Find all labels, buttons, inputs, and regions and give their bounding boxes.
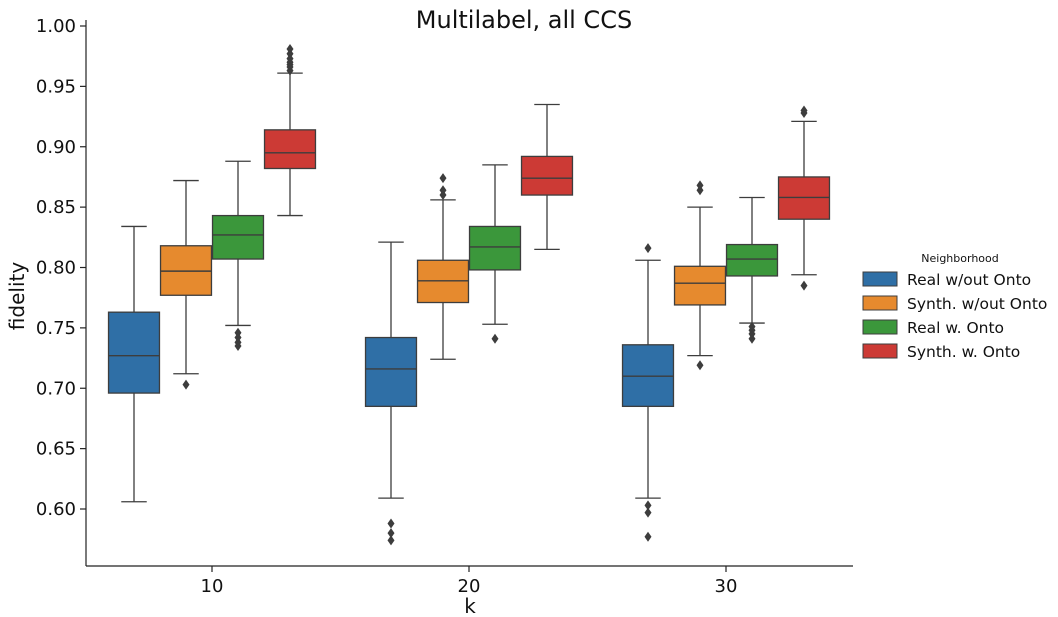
legend-swatch (862, 319, 898, 335)
legend-label: Synth. w/out Onto (907, 295, 1047, 313)
legend-title: Neighborhood (921, 252, 998, 265)
box-body (364, 336, 418, 408)
box-0-3 (263, 43, 317, 217)
outlier-point (800, 280, 808, 291)
y-tick-label: 0.75 (36, 318, 76, 339)
y-tick-label: 0.85 (36, 197, 76, 218)
y-tick-label: 1.00 (36, 16, 76, 37)
outlier-point (439, 173, 447, 184)
box-body (107, 311, 161, 394)
outlier-point (800, 105, 808, 116)
box-1-0 (364, 241, 418, 546)
outlier-point (491, 333, 499, 344)
axes: 0.60 0.65 0.70 0.75 0.80 0.85 0.90 0.95 1.00 10 20… (36, 16, 853, 597)
legend-swatch (862, 343, 898, 359)
outlier-point (387, 528, 395, 539)
legend-label: Real w/out Onto (907, 271, 1031, 289)
box-1-3 (520, 103, 574, 251)
outlier-point (696, 360, 704, 371)
legend-swatch (862, 295, 898, 311)
box-2-3 (777, 105, 831, 291)
outlier-point (387, 535, 395, 546)
outlier-point (644, 531, 652, 542)
outlier-point (748, 321, 756, 332)
box-0-1 (159, 179, 213, 390)
outlier-point (644, 243, 652, 254)
outlier-point (696, 180, 704, 191)
box-body (211, 214, 265, 260)
box-body (468, 225, 522, 271)
box-1-2 (468, 164, 522, 344)
box-body (263, 129, 317, 170)
box-body (673, 265, 727, 306)
y-tick-label: 0.95 (36, 76, 76, 97)
outlier-point (286, 43, 294, 54)
box-2-1 (673, 180, 727, 371)
chart-title: Multilabel, all CCS (416, 6, 632, 34)
y-tick-label: 0.70 (36, 378, 76, 399)
y-tick-label: 0.90 (36, 137, 76, 158)
legend-label: Real w. Onto (907, 319, 1004, 337)
y-axis-label: fidelity (5, 262, 29, 331)
y-tick-label: 0.65 (36, 439, 76, 460)
outlier-point (644, 507, 652, 518)
boxes (107, 43, 831, 546)
legend-label: Synth. w. Onto (907, 343, 1020, 361)
x-tick-label: 20 (458, 576, 481, 597)
outlier-point (644, 500, 652, 511)
box-body (725, 243, 779, 277)
legend-swatch (862, 271, 898, 287)
box-1-1 (416, 173, 470, 360)
box-0-2 (211, 160, 265, 351)
box-2-0 (621, 243, 675, 542)
outlier-point (387, 518, 395, 529)
outlier-point (182, 379, 190, 390)
outlier-point (439, 185, 447, 196)
box-2-2 (725, 196, 779, 344)
y-tick-label: 0.60 (36, 499, 76, 520)
x-tick-label: 10 (201, 576, 224, 597)
box-0-0 (107, 225, 161, 503)
y-tick-label: 0.80 (36, 258, 76, 279)
outlier-point (234, 327, 242, 338)
legend: Neighborhood Real w/out Onto Synth. w/out … (862, 252, 1047, 361)
x-axis-label: k (464, 594, 476, 617)
box-body (520, 155, 574, 196)
x-tick-label: 30 (715, 576, 738, 597)
